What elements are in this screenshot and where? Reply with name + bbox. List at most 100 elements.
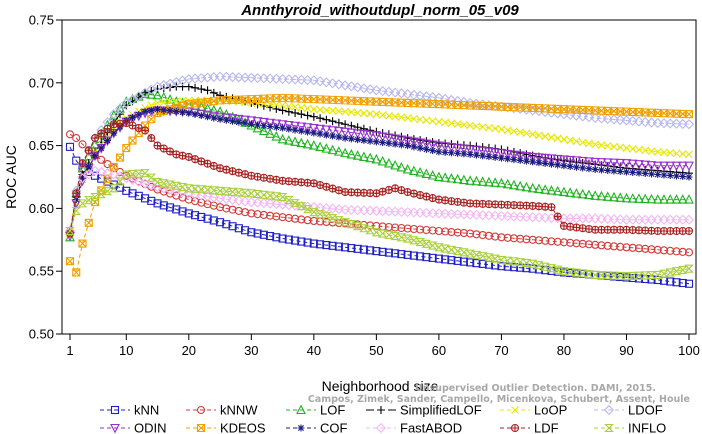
data-point-cof [422,145,430,153]
data-point-ldf [72,189,80,197]
data-point-inflo [409,236,419,245]
data-point-knnw [284,213,293,222]
data-point-ldf [559,221,568,231]
data-point-ldf [229,167,237,175]
data-point-lof [590,190,601,200]
data-point-odin [652,161,663,172]
data-point-ldof [640,116,651,128]
data-point-cof [354,136,362,144]
data-point-simplifiedlof [203,86,212,95]
data-point-ldf [84,146,93,155]
data-point-odin [502,149,513,160]
x-tick-label: 100 [678,343,700,358]
data-point-ldf [453,197,462,206]
data-point-odin [277,120,288,130]
data-point-knnw [472,230,481,239]
data-point-knnw [553,237,562,246]
data-point-ldf [584,224,594,234]
data-point-loop [384,111,393,120]
data-point-knn [266,231,275,241]
data-point-odin [621,159,632,169]
data-point-inflo [346,220,357,229]
data-point-ldf [253,172,262,181]
x-axis-title: Neighborhood size [322,378,439,394]
data-point-odin [552,154,563,165]
legend-label: SimplifiedLOF [400,403,482,418]
data-point-knnw [228,205,237,214]
data-point-odin [640,160,651,171]
data-point-inflo [359,224,369,233]
legend-item-odin: ODIN [100,421,167,434]
data-point-ldf [266,174,275,183]
data-point-ldof [371,85,382,96]
data-point-odin [459,144,469,155]
data-point-kdeos [78,239,87,248]
data-point-inflo [302,205,313,214]
data-point-lof [440,172,451,182]
data-point-knn [472,259,481,268]
data-point-ldf [397,186,405,194]
data-point-ldf [404,188,412,196]
legend-label: LDOF [628,403,663,418]
data-point-odin [358,129,369,140]
data-point-inflo [634,271,644,280]
data-point-inflo [515,258,526,267]
data-point-inflo [65,226,75,236]
data-point-ldf [684,226,694,236]
data-point-loop [435,117,443,126]
series-layer [64,71,695,288]
data-point-ldf [172,150,180,158]
data-point-odin [584,157,594,167]
data-point-ldof [327,78,338,89]
data-point-lof [634,193,644,203]
data-point-ldf [316,181,324,189]
data-point-cof [279,124,287,132]
data-point-inflo [671,267,682,276]
data-point-simplifiedlof [297,110,306,119]
data-point-knnw [603,241,612,250]
data-point-knn [128,189,137,198]
data-point-ldf [147,134,155,142]
data-point-cof [210,114,218,122]
data-point-knn [259,230,268,239]
data-point-cof [685,173,693,181]
data-point-odin [365,130,376,141]
data-point-ldof [139,87,151,98]
data-point-inflo [384,230,394,239]
data-point-inflo [577,269,588,278]
data-point-inflo [621,272,632,281]
data-point-knnw [453,228,462,237]
data-point-loop [297,103,306,112]
data-point-lof [559,186,569,197]
data-point-knnw [459,228,468,238]
data-point-ldf [154,142,162,150]
data-point-ldof [352,82,363,93]
data-point-cof [79,174,87,182]
data-point-ldof [633,116,645,127]
data-point-inflo [71,206,82,215]
data-point-knnw [484,231,493,240]
data-point-loop [378,111,387,119]
data-point-knnw [291,214,300,223]
data-point-loop [441,118,450,127]
data-point-odin [571,156,582,166]
data-point-odin [646,161,657,171]
data-point-simplifiedlof [197,85,206,94]
data-point-cof [247,120,255,128]
data-point-cof [85,163,93,171]
data-point-cof [641,169,649,177]
data-point-knn [241,226,250,235]
data-point-odin [396,135,407,146]
data-point-odin [659,161,669,172]
data-point-cof [429,147,437,155]
data-point-knnw [678,247,687,256]
data-point-lof [265,128,275,138]
data-point-cof [547,160,555,168]
data-point-ldof [146,84,157,95]
data-point-fastabod [327,203,338,214]
data-point-knn [516,263,525,272]
data-point-knn [459,257,468,266]
data-point-knn [409,251,418,260]
data-point-inflo [246,189,257,198]
data-point-knnw [584,240,594,249]
